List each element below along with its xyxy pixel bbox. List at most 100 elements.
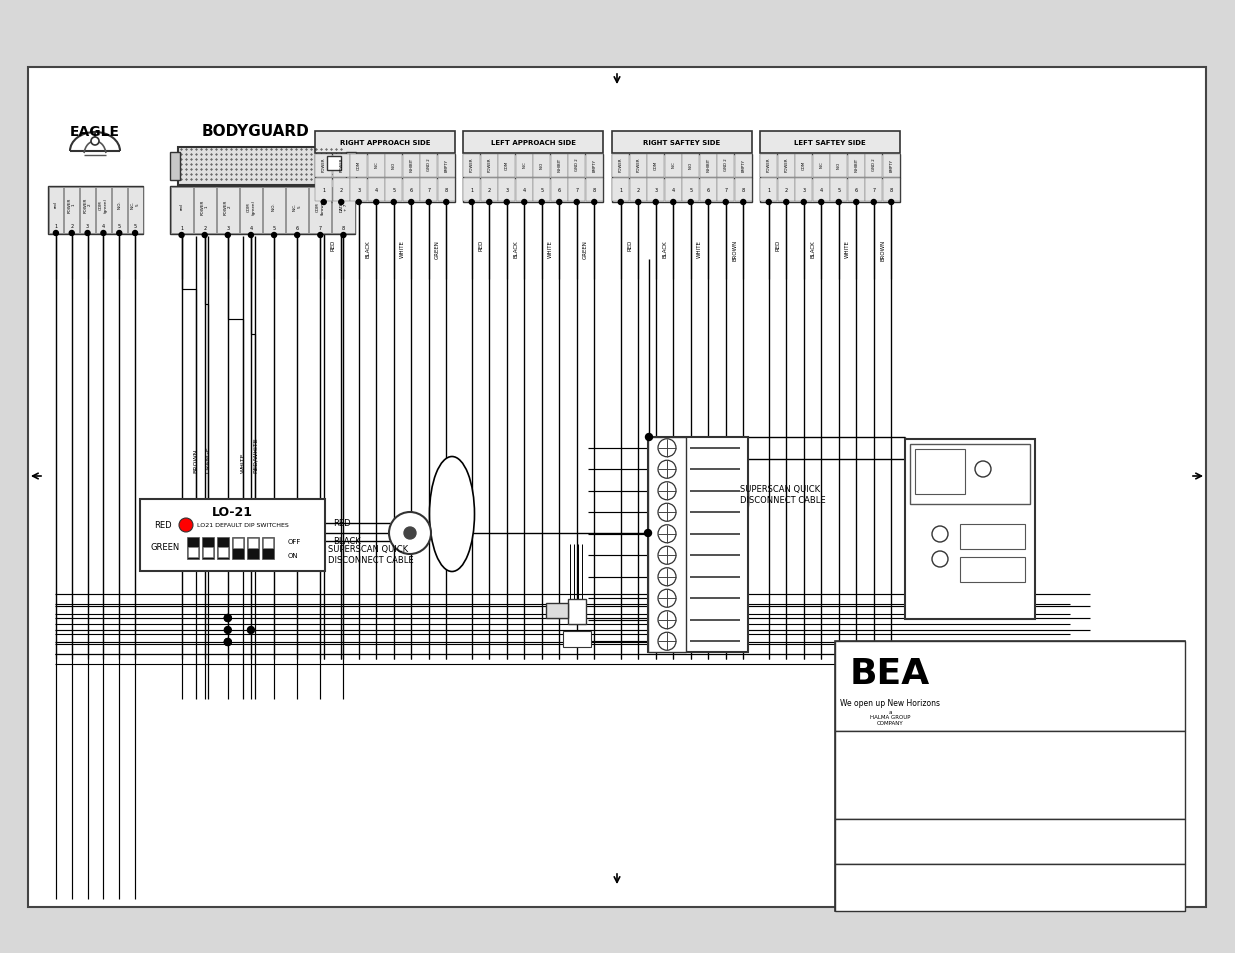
Bar [835, 731, 1186, 820]
Bar [327, 157, 341, 171]
Bar [534, 179, 551, 202]
Circle shape [619, 200, 624, 205]
Bar [80, 188, 95, 233]
Text: 4: 4 [522, 189, 526, 193]
Bar [263, 538, 273, 548]
Ellipse shape [430, 457, 474, 572]
Circle shape [658, 460, 676, 478]
Text: POWER
2: POWER 2 [83, 197, 91, 213]
Text: POWER: POWER [636, 157, 640, 172]
Circle shape [469, 200, 474, 205]
Text: N.O: N.O [391, 161, 395, 169]
Circle shape [504, 200, 509, 205]
Bar [718, 179, 734, 202]
Bar [112, 188, 127, 233]
Bar [915, 450, 965, 495]
Text: 2: 2 [637, 189, 640, 193]
Text: BLACK: BLACK [513, 240, 517, 257]
Bar [194, 188, 216, 233]
Circle shape [540, 200, 545, 205]
Text: LO-21: LO-21 [212, 505, 253, 518]
Text: BLACK: BLACK [366, 240, 370, 257]
Circle shape [592, 200, 597, 205]
Text: LEFT SAFTEY SIDE: LEFT SAFTEY SIDE [794, 140, 866, 146]
Circle shape [487, 200, 492, 205]
Circle shape [853, 200, 858, 205]
Circle shape [646, 434, 652, 441]
Bar [778, 179, 794, 202]
Bar [778, 155, 794, 178]
Text: GND 2: GND 2 [724, 158, 727, 172]
Text: N.C: N.C [374, 161, 378, 169]
Text: 7: 7 [724, 189, 727, 193]
Bar [795, 179, 813, 202]
Circle shape [225, 233, 230, 238]
Bar [563, 631, 592, 647]
Text: GREEN: GREEN [583, 240, 588, 258]
Bar [233, 538, 243, 548]
Bar [315, 154, 454, 179]
Bar [613, 179, 629, 202]
Circle shape [101, 232, 106, 236]
Text: RED/WHITE: RED/WHITE [252, 436, 258, 473]
Bar [332, 179, 350, 202]
Bar [795, 155, 813, 178]
Text: a
HALMA GROUP
COMPANY: a HALMA GROUP COMPANY [869, 709, 910, 725]
Circle shape [404, 527, 416, 539]
Circle shape [741, 200, 746, 205]
Bar [247, 537, 259, 559]
Bar [186, 537, 199, 559]
Text: POWER
2: POWER 2 [224, 199, 232, 214]
Text: RIGHT APPROACH SIDE: RIGHT APPROACH SIDE [340, 140, 430, 146]
Bar [516, 179, 532, 202]
Bar [463, 132, 603, 153]
Text: WHITE: WHITE [548, 240, 553, 257]
Bar [403, 155, 420, 178]
Text: RED: RED [154, 521, 172, 530]
Circle shape [932, 552, 948, 567]
Bar [761, 179, 777, 202]
Text: N.C.
5: N.C. 5 [293, 203, 301, 211]
Text: POWER: POWER [784, 157, 788, 172]
Text: BODYGUARD: BODYGUARD [201, 125, 309, 139]
Circle shape [53, 232, 58, 236]
Text: EMPTY: EMPTY [889, 158, 893, 172]
Circle shape [658, 633, 676, 651]
Circle shape [658, 525, 676, 543]
Bar [700, 179, 716, 202]
Text: GREEN: GREEN [149, 543, 179, 552]
Bar [351, 155, 367, 178]
Circle shape [356, 200, 362, 205]
Text: 4: 4 [374, 189, 378, 193]
Circle shape [724, 200, 729, 205]
Text: 5: 5 [689, 189, 693, 193]
Text: N.O: N.O [837, 161, 841, 169]
Bar [332, 155, 350, 178]
Bar [960, 558, 1025, 582]
Bar [232, 537, 245, 559]
Text: N.C: N.C [672, 161, 676, 169]
Text: N.O.: N.O. [117, 200, 121, 209]
Ellipse shape [704, 444, 748, 555]
Bar [760, 154, 900, 179]
Text: SUPERSCAN QUICK
DISCONNECT CABLE: SUPERSCAN QUICK DISCONNECT CABLE [740, 485, 826, 504]
Text: DATA
+ 7: DATA + 7 [340, 201, 348, 212]
Circle shape [658, 504, 676, 521]
Text: 6: 6 [706, 189, 710, 193]
Bar [262, 537, 274, 559]
Circle shape [374, 200, 379, 205]
Text: 1: 1 [767, 189, 771, 193]
Circle shape [179, 518, 193, 533]
Circle shape [521, 200, 527, 205]
Text: BLACK: BLACK [810, 240, 815, 257]
Text: POWER: POWER [767, 157, 771, 172]
Text: COM: COM [357, 160, 361, 170]
Text: 5: 5 [273, 225, 275, 231]
Bar [760, 132, 900, 153]
Text: N.O.: N.O. [272, 202, 277, 212]
Bar [835, 864, 1186, 911]
Text: GND 2: GND 2 [574, 158, 579, 172]
Circle shape [836, 200, 841, 205]
Text: COM
(green): COM (green) [247, 199, 256, 214]
Text: WHITE: WHITE [400, 240, 405, 257]
